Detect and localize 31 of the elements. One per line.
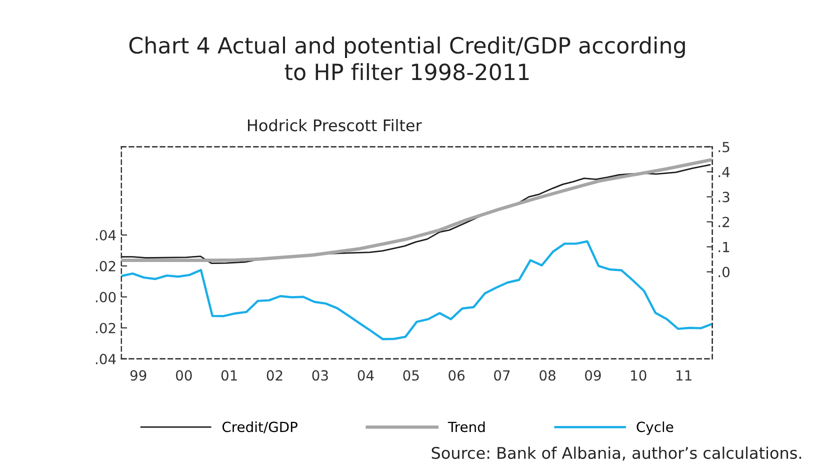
y2-tick-label: .1	[718, 242, 730, 252]
x-tick-label: 02	[266, 370, 282, 381]
x-tick-label: 05	[403, 370, 419, 381]
x-tick-label: 03	[312, 370, 328, 381]
x-tick-label: 06	[448, 370, 465, 381]
y2-tick-label: .0	[718, 266, 730, 278]
y-tick-label: .04	[96, 354, 116, 364]
legend-label: Cycle	[636, 421, 674, 435]
y-tick-label: .02	[96, 322, 116, 334]
x-tick-label: 10	[631, 370, 646, 381]
legend-label: Trend	[448, 421, 485, 432]
y2-tick-label: .4	[718, 166, 730, 178]
y-tick-label: .00	[96, 292, 116, 302]
x-tick-label: 11	[676, 370, 692, 380]
y2-tick-label: .2	[718, 216, 730, 228]
y-tick-label: .02	[96, 260, 116, 272]
line-series	[121, 240, 712, 340]
x-tick-label: 01	[221, 370, 237, 381]
chart-title: Chart 4 Actual and potential Credit/GDP according to HP filter 1998-2011	[129, 36, 685, 80]
x-tick-label: 04	[358, 370, 374, 381]
y-tick-label: .04	[96, 230, 116, 240]
x-tick-label: 00	[176, 370, 192, 381]
x-tick-label: 99	[130, 370, 146, 381]
x-tick-label: 07	[494, 370, 510, 381]
y2-tick-label: .5	[718, 142, 730, 152]
legend-label: Credit/GDP	[222, 421, 298, 434]
chart-subtitle: Hodrick Prescott Filter	[248, 119, 422, 132]
source-note: Source: Bank of Albania, author’s calculations.	[432, 446, 802, 461]
x-tick-label: 08	[540, 370, 556, 381]
y2-tick-label: .3	[718, 192, 730, 202]
x-tick-label: 09	[585, 370, 601, 381]
